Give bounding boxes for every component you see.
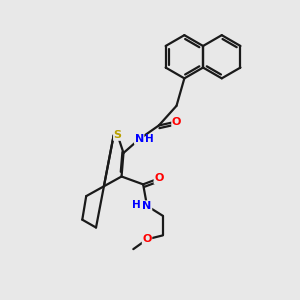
Text: O: O [154, 173, 164, 184]
Text: H: H [145, 134, 154, 144]
Text: S: S [114, 130, 122, 140]
Text: O: O [142, 234, 152, 244]
Text: N: N [142, 201, 152, 211]
Text: O: O [172, 116, 181, 127]
Text: N: N [135, 134, 144, 144]
Text: H: H [132, 200, 141, 210]
